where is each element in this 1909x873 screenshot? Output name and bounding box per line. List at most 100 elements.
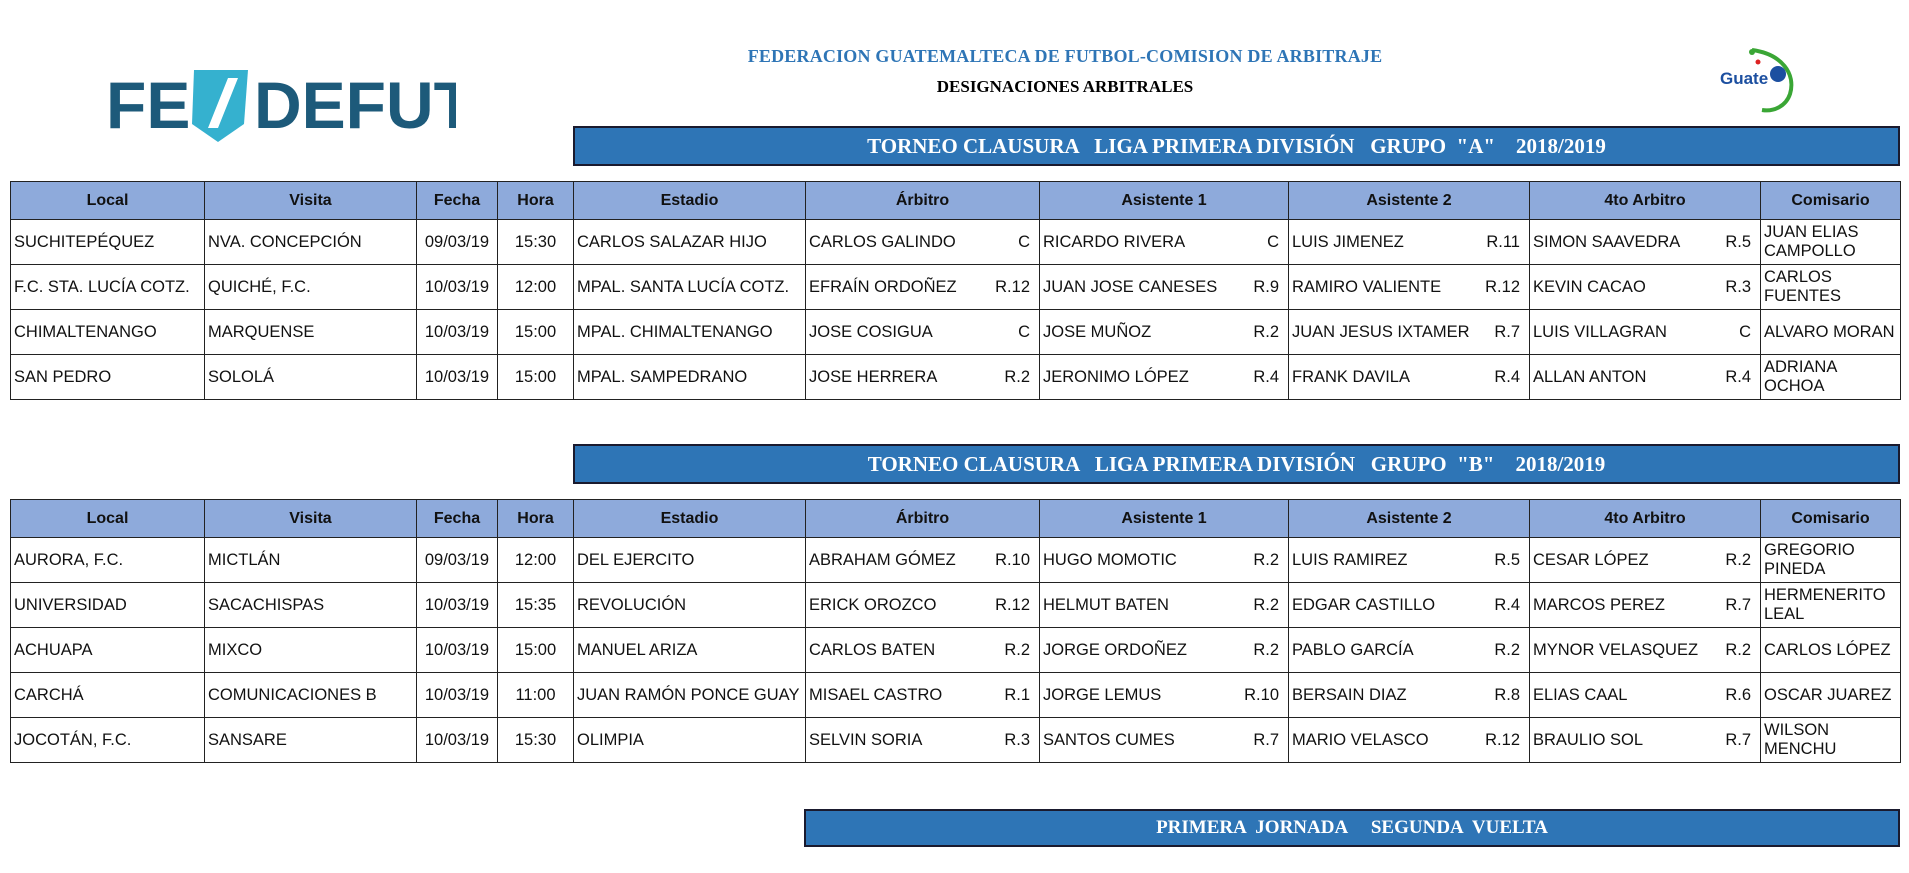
cell-fecha: 10/03/19 bbox=[416, 309, 498, 355]
cell-cuarto-arbitro: CESAR LÓPEZ R.2 bbox=[1529, 537, 1761, 583]
cell-fecha: 10/03/19 bbox=[416, 672, 498, 718]
cell-asistente-1: HELMUT BATEN R.2 bbox=[1039, 582, 1289, 628]
cell-asistente-1: RICARDO RIVERA C bbox=[1039, 219, 1289, 265]
column-header-visita: Visita bbox=[204, 181, 417, 220]
column-header-hora: Hora bbox=[497, 499, 574, 538]
cell-estadio: MPAL. SANTA LUCÍA COTZ. bbox=[573, 264, 806, 310]
column-header-local: Local bbox=[10, 499, 205, 538]
asistente-1-name: HUGO MOMOTIC bbox=[1043, 550, 1177, 569]
cell-hora: 11:00 bbox=[497, 672, 574, 718]
column-header-cuarto-arbitro: 4to Arbitro bbox=[1529, 181, 1761, 220]
asistente-2-region-code: R.7 bbox=[1494, 322, 1520, 341]
asistente-1-region-code: R.7 bbox=[1253, 730, 1279, 749]
cuarto-arbitro-region-code: R.2 bbox=[1725, 550, 1751, 569]
cell-fecha: 10/03/19 bbox=[416, 264, 498, 310]
cell-asistente-1: HUGO MOMOTIC R.2 bbox=[1039, 537, 1289, 583]
cuarto-arbitro-region-code: C bbox=[1739, 322, 1751, 341]
table-row: JOCOTÁN, F.C. SANSARE 10/03/19 15:30 OLIMPIA… bbox=[10, 717, 1901, 763]
table-row: SUCHITEPÉQUEZ NVA. CONCEPCIÓN 09/03/19 15:3… bbox=[10, 219, 1901, 265]
cell-estadio: REVOLUCIÓN bbox=[573, 582, 806, 628]
column-header-asistente-1: Asistente 1 bbox=[1039, 181, 1289, 220]
cuarto-arbitro-region-code: R.3 bbox=[1725, 277, 1751, 296]
cuarto-arbitro-region-code: R.2 bbox=[1725, 640, 1751, 659]
cell-cuarto-arbitro: BRAULIO SOL R.7 bbox=[1529, 717, 1761, 763]
table-row: SAN PEDRO SOLOLÁ 10/03/19 15:00 MPAL. SAMPED… bbox=[10, 354, 1901, 400]
cell-estadio: JUAN RAMÓN PONCE GUAY bbox=[573, 672, 806, 718]
cell-hora: 12:00 bbox=[497, 537, 574, 583]
cell-local: UNIVERSIDAD bbox=[10, 582, 205, 628]
document-subtitle: DESIGNACIONES ARBITRALES bbox=[936, 77, 1194, 96]
asistente-2-name: PABLO GARCÍA bbox=[1292, 640, 1414, 659]
cell-asistente-1: SANTOS CUMES R.7 bbox=[1039, 717, 1289, 763]
fedefut-logo: FE DEFUT bbox=[106, 68, 456, 142]
cell-arbitro: EFRAÍN ORDOÑEZ R.12 bbox=[805, 264, 1040, 310]
cell-estadio: OLIMPIA bbox=[573, 717, 806, 763]
header-row: Local Visita Fecha Hora Estadio Árbitro Asiste… bbox=[10, 499, 1901, 538]
cell-asistente-2: LUIS RAMIREZ R.5 bbox=[1288, 537, 1530, 583]
cuarto-arbitro-name: MARCOS PEREZ bbox=[1533, 595, 1666, 614]
cuarto-arbitro-name: LUIS VILLAGRAN bbox=[1533, 322, 1667, 341]
cell-local: ACHUAPA bbox=[10, 627, 205, 673]
group-a-title-bar: TORNEO CLAUSURA LIGA PRIMERA DIVISIÓN GR… bbox=[573, 126, 1900, 166]
asistente-2-name: MARIO VELASCO bbox=[1292, 730, 1429, 749]
column-header-asistente-2: Asistente 2 bbox=[1288, 181, 1530, 220]
cell-hora: 15:35 bbox=[497, 582, 574, 628]
cell-estadio: MPAL. SAMPEDRANO bbox=[573, 354, 806, 400]
asistente-1-region-code: R.2 bbox=[1253, 322, 1279, 341]
cell-cuarto-arbitro: ALLAN ANTON R.4 bbox=[1529, 354, 1761, 400]
cell-asistente-1: JORGE ORDOÑEZ R.2 bbox=[1039, 627, 1289, 673]
arbitro-name: EFRAÍN ORDOÑEZ bbox=[809, 277, 957, 296]
arbitro-region-code: R.12 bbox=[995, 277, 1030, 296]
cell-cuarto-arbitro: KEVIN CACAO R.3 bbox=[1529, 264, 1761, 310]
asistente-2-name: LUIS RAMIREZ bbox=[1292, 550, 1408, 569]
cell-arbitro: ABRAHAM GÓMEZ R.10 bbox=[805, 537, 1040, 583]
cuarto-arbitro-name: BRAULIO SOL bbox=[1533, 730, 1644, 749]
asistente-2-name: EDGAR CASTILLO bbox=[1292, 595, 1436, 614]
cell-arbitro: MISAEL CASTRO R.1 bbox=[805, 672, 1040, 718]
group-a-assignments-table: Local Visita Fecha Hora Estadio Árbitro Asiste… bbox=[10, 181, 1901, 400]
cell-asistente-2: BERSAIN DIAZ R.8 bbox=[1288, 672, 1530, 718]
column-header-arbitro: Árbitro bbox=[805, 181, 1040, 220]
cell-estadio: MANUEL ARIZA bbox=[573, 627, 806, 673]
cell-estadio: DEL EJERCITO bbox=[573, 537, 806, 583]
arbitro-region-code: C bbox=[1018, 232, 1030, 251]
arbitro-name: CARLOS BATEN bbox=[809, 640, 936, 659]
cell-visita: SOLOLÁ bbox=[204, 354, 417, 400]
cell-asistente-2: LUIS JIMENEZ R.11 bbox=[1288, 219, 1530, 265]
table-row: CHIMALTENANGO MARQUENSE 10/03/19 15:00 MPAL.… bbox=[10, 309, 1901, 355]
column-header-visita: Visita bbox=[204, 499, 417, 538]
svg-text:FE: FE bbox=[106, 68, 190, 142]
arbitro-region-code: C bbox=[1018, 322, 1030, 341]
table-row: F.C. STA. LUCÍA COTZ. QUICHÉ, F.C. 10/03/1… bbox=[10, 264, 1901, 310]
column-header-asistente-1: Asistente 1 bbox=[1039, 499, 1289, 538]
cell-visita: MIXCO bbox=[204, 627, 417, 673]
asistente-1-region-code: R.10 bbox=[1244, 685, 1279, 704]
cell-cuarto-arbitro: MARCOS PEREZ R.7 bbox=[1529, 582, 1761, 628]
jornada-title-bar: PRIMERA JORNADA SEGUNDA VUELTA bbox=[804, 809, 1900, 847]
cell-comisario: ALVARO MORAN bbox=[1760, 309, 1901, 355]
cuarto-arbitro-region-code: R.6 bbox=[1725, 685, 1751, 704]
cell-comisario: JUAN ELIAS CAMPOLLO bbox=[1760, 219, 1901, 265]
cuarto-arbitro-name: ELIAS CAAL bbox=[1533, 685, 1628, 704]
cell-hora: 15:30 bbox=[497, 717, 574, 763]
cell-local: SAN PEDRO bbox=[10, 354, 205, 400]
asistente-1-name: SANTOS CUMES bbox=[1043, 730, 1175, 749]
asistente-2-region-code: R.4 bbox=[1494, 367, 1520, 386]
asistente-2-region-code: R.8 bbox=[1494, 685, 1520, 704]
cell-hora: 15:30 bbox=[497, 219, 574, 265]
column-header-arbitro: Árbitro bbox=[805, 499, 1040, 538]
cell-arbitro: SELVIN SORIA R.3 bbox=[805, 717, 1040, 763]
cuarto-arbitro-name: MYNOR VELASQUEZ bbox=[1533, 640, 1699, 659]
arbitro-name: ERICK OROZCO bbox=[809, 595, 937, 614]
cell-local: AURORA, F.C. bbox=[10, 537, 205, 583]
arbitro-region-code: R.1 bbox=[1004, 685, 1030, 704]
cell-comisario: OSCAR JUAREZ bbox=[1760, 672, 1901, 718]
organization-title: FEDERACION GUATEMALTECA DE FUTBOL-COMISI… bbox=[747, 46, 1383, 66]
arbitro-name: JOSE HERRERA bbox=[809, 367, 938, 386]
cell-fecha: 10/03/19 bbox=[416, 354, 498, 400]
cell-comisario: CARLOS FUENTES bbox=[1760, 264, 1901, 310]
cell-asistente-1: JERONIMO LÓPEZ R.4 bbox=[1039, 354, 1289, 400]
cuarto-arbitro-name: CESAR LÓPEZ bbox=[1533, 550, 1649, 569]
cell-local: F.C. STA. LUCÍA COTZ. bbox=[10, 264, 205, 310]
arbitro-region-code: R.3 bbox=[1004, 730, 1030, 749]
